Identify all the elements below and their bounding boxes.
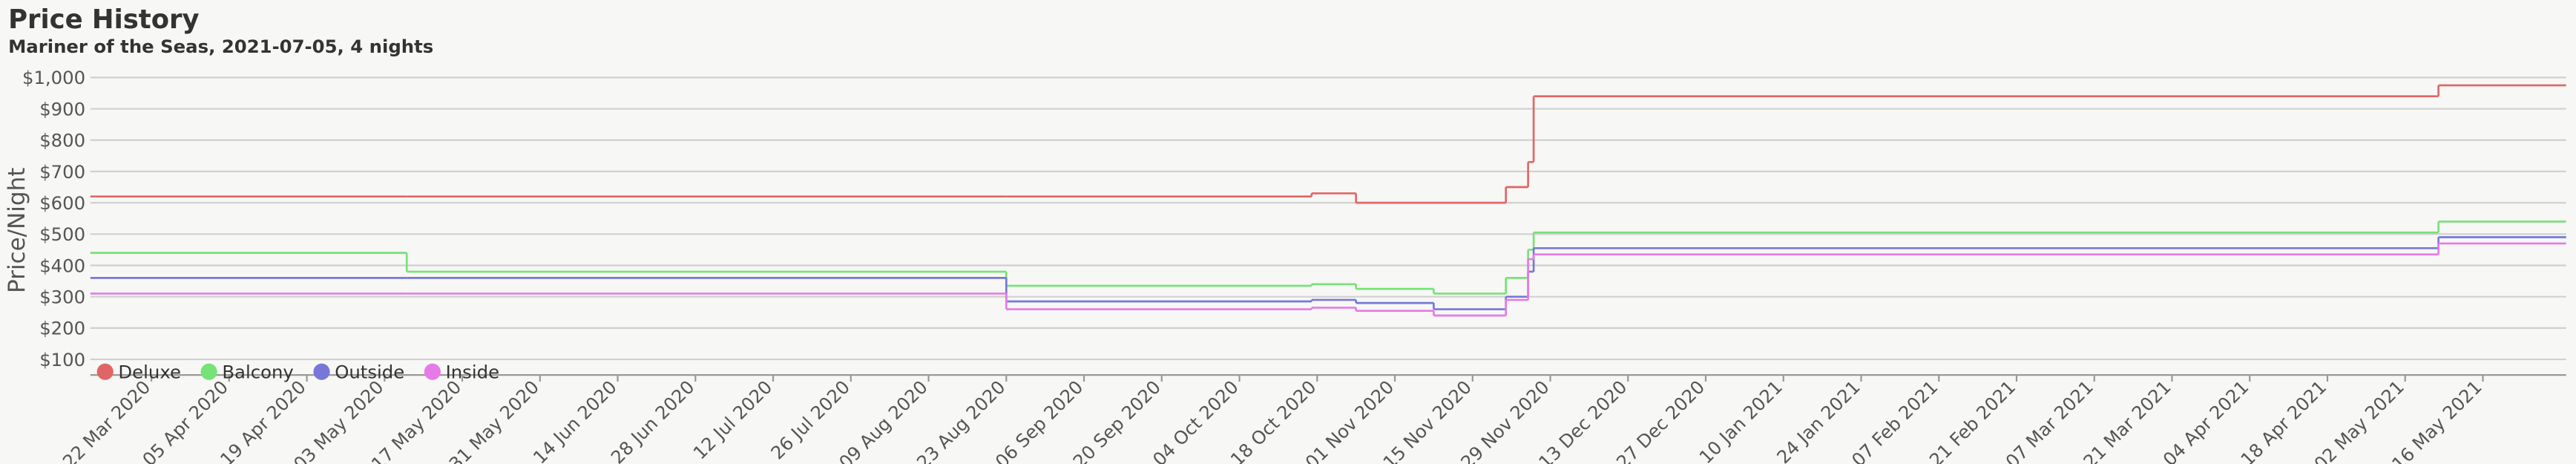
chart-subtitle: Mariner of the Seas, 2021-07-05, 4 night… <box>8 36 433 57</box>
series <box>90 220 2566 295</box>
y-tick-label: $1,000 <box>22 67 85 88</box>
series <box>90 242 2566 317</box>
y-tick-label: $400 <box>39 255 85 276</box>
x-tick-label: 24 Jan 2021 <box>1772 376 1864 464</box>
y-tick-label: $800 <box>39 130 85 151</box>
y-tick-label: $100 <box>39 349 85 370</box>
legend-label: Outside <box>335 362 404 383</box>
series <box>90 84 2566 204</box>
y-tick-label: $700 <box>39 161 85 183</box>
legend-marker <box>424 363 441 380</box>
y-tick-label: $900 <box>39 98 85 120</box>
y-tick-label: $200 <box>39 318 85 339</box>
legend-label: Balcony <box>222 362 294 383</box>
y-tick-label: $500 <box>39 223 85 245</box>
y-axis-title: Price/Night <box>4 168 30 293</box>
x-tick-label: 28 Jun 2020 <box>606 376 698 464</box>
legend-label: Deluxe <box>118 362 181 383</box>
x-tick-label: 10 Jan 2021 <box>1695 376 1787 464</box>
x-tick-label: 12 Jul 2020 <box>689 376 776 464</box>
legend-label: Inside <box>446 362 500 383</box>
chart-title: Price History <box>8 4 200 35</box>
x-tick-label: 22 Mar 2020 <box>59 376 155 464</box>
legend-marker <box>313 363 330 380</box>
legend-marker <box>96 363 114 380</box>
y-tick-label: $300 <box>39 287 85 308</box>
x-tick-label: 14 Jun 2020 <box>529 376 621 464</box>
series <box>90 236 2566 310</box>
y-tick-label: $600 <box>39 192 85 214</box>
legend-marker <box>200 363 217 380</box>
